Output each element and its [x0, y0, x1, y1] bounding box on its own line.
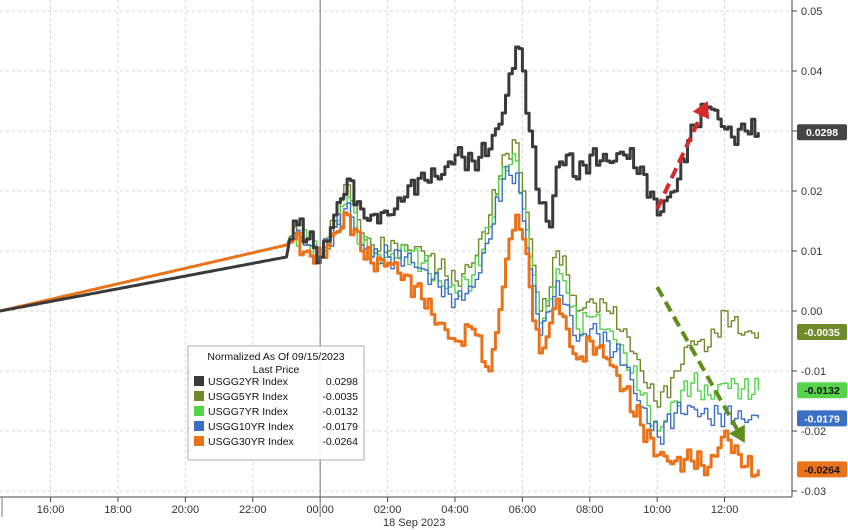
- legend-swatch: [194, 436, 204, 446]
- series-line: [0, 165, 759, 445]
- y-tick-label: 0.01: [801, 246, 822, 258]
- x-tick-label: 16:00: [37, 504, 65, 516]
- last-price-tag-text: -0.0132: [804, 385, 840, 397]
- legend-entry-value: -0.0035: [322, 391, 358, 403]
- x-tick-label: 18:00: [104, 504, 132, 516]
- legend-entry-name: USGG7YR Index: [208, 406, 289, 418]
- last-price-tag-text: -0.0264: [804, 464, 840, 476]
- legend-title: Normalized As Of 09/15/2023: [207, 351, 344, 363]
- trend-arrow-head: [692, 101, 710, 120]
- legend-swatch: [194, 376, 204, 386]
- y-tick-label: -0.01: [801, 366, 826, 378]
- x-tick-label: 08:00: [576, 504, 604, 516]
- y-tick-label: 0.05: [801, 6, 822, 18]
- x-tick-label: 10:00: [643, 504, 671, 516]
- last-price-tag-text: 0.0298: [806, 127, 838, 139]
- y-tick-label: 0.00: [801, 306, 822, 318]
- x-tick-label: 20:00: [172, 504, 200, 516]
- series-lines: [0, 45, 760, 478]
- last-price-tag: [797, 124, 847, 141]
- x-tick-label: 02:00: [374, 504, 402, 516]
- grid: [0, 0, 792, 497]
- y-tick-label: 0.04: [801, 66, 822, 78]
- series-line: [0, 211, 760, 478]
- legend-swatch: [194, 391, 204, 401]
- trend-arrow-shaft: [655, 286, 739, 431]
- last-price-tags: 0.0298 -0.0035 -0.0132 -0.0179 -0.0264: [797, 124, 847, 478]
- legend-entry-value: -0.0264: [322, 436, 358, 448]
- series-line: [0, 45, 760, 313]
- series-line: [0, 153, 759, 432]
- trend-arrow-shaft: [655, 114, 703, 210]
- x-tick-label: 06:00: [509, 504, 537, 516]
- legend-swatch: [194, 406, 204, 416]
- x-tick-label: 22:00: [239, 504, 267, 516]
- series-line: [0, 139, 759, 408]
- y-tick-label: -0.02: [801, 426, 826, 438]
- x-tick-label: 04:00: [441, 504, 469, 516]
- legend-entry-name: USGG30YR Index: [208, 436, 295, 448]
- last-price-tag: [797, 324, 847, 340]
- legend-entry-value: -0.0132: [322, 406, 358, 418]
- date-label: 18 Sep 2023: [383, 517, 445, 529]
- legend-subtitle: Last Price: [253, 364, 300, 376]
- trend-arrow-head: [729, 424, 745, 443]
- last-price-tag-text: -0.0035: [804, 327, 840, 339]
- y-tick-label: 0.02: [801, 186, 822, 198]
- x-tick-label: 12:00: [711, 504, 739, 516]
- x-axis: 16:00 18:00 20:00 22:00 00:00 02:00 04:00 06:00…: [0, 0, 792, 529]
- legend-entry-name: USGG2YR Index: [208, 376, 289, 388]
- last-price-tag-text: -0.0179: [804, 413, 840, 425]
- last-price-tag: [797, 382, 847, 399]
- legend-entry-value: 0.0298: [326, 376, 358, 388]
- last-price-tag: [797, 410, 847, 427]
- legend: Normalized As Of 09/15/2023 Last Price U…: [187, 345, 365, 461]
- y-axis: 0.050.040.030.020.010.00-0.01-0.02-0.03: [791, 0, 826, 498]
- legend-swatch: [194, 421, 204, 431]
- y-tick-label: -0.03: [801, 486, 826, 498]
- last-price-tag: [797, 461, 847, 478]
- trend-arrows: [655, 101, 745, 443]
- legend-entry-name: USGG10YR Index: [208, 421, 295, 433]
- legend-entry-value: -0.0179: [322, 421, 358, 433]
- legend-entry-name: USGG5YR Index: [208, 391, 289, 403]
